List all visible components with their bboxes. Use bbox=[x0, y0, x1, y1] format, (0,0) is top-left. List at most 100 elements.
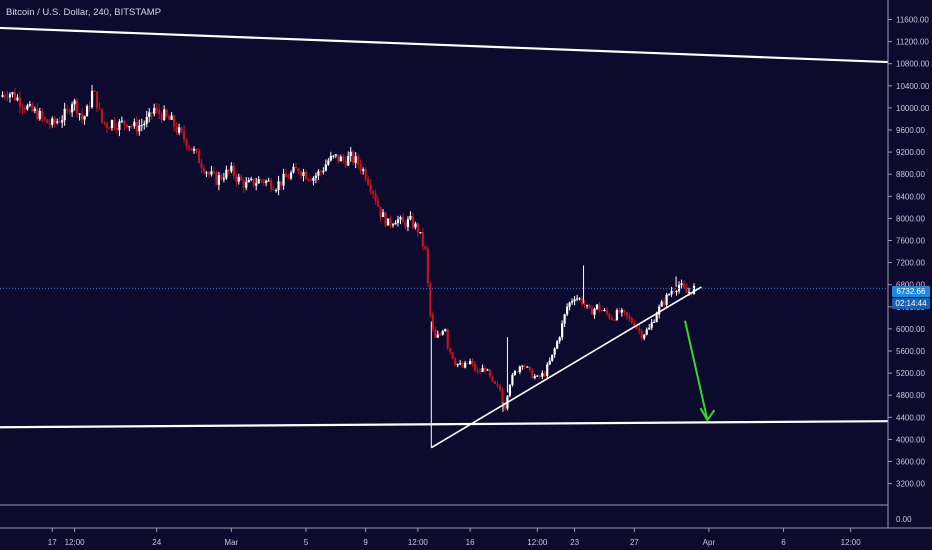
price-tick-label: 7200.00 bbox=[896, 259, 925, 268]
candle-body bbox=[279, 181, 283, 186]
volume-axis-tick: 0.00 bbox=[896, 515, 912, 524]
candle-body bbox=[595, 304, 599, 309]
candle-body bbox=[195, 149, 198, 151]
candle-body bbox=[538, 375, 541, 377]
candle-body bbox=[640, 330, 643, 339]
candle-body bbox=[531, 369, 534, 379]
candle-body bbox=[105, 123, 109, 128]
candle-body bbox=[275, 190, 278, 192]
candle-body bbox=[414, 223, 417, 228]
price-tick-label: 4000.00 bbox=[896, 435, 925, 444]
time-tick-label: 12:00 bbox=[527, 538, 548, 547]
candle-body bbox=[36, 108, 39, 120]
candle-body bbox=[583, 304, 586, 306]
candle-body bbox=[668, 294, 671, 296]
candle-body bbox=[650, 322, 653, 328]
candle-body bbox=[180, 127, 183, 132]
candle-body bbox=[563, 314, 566, 324]
candle-body bbox=[464, 362, 467, 368]
time-tick-label: 23 bbox=[570, 538, 579, 547]
candle-body bbox=[610, 318, 613, 320]
candle-body bbox=[344, 160, 347, 166]
chart-title: Bitcoin / U.S. Dollar, 240, BITSTAMP bbox=[6, 7, 162, 18]
candle-body bbox=[446, 329, 449, 349]
candle-body bbox=[3, 95, 7, 97]
time-tick-label: 17 bbox=[48, 538, 57, 547]
candle-body bbox=[150, 112, 153, 114]
candle-body bbox=[255, 183, 258, 186]
candle-body bbox=[663, 301, 666, 305]
candle-body bbox=[98, 108, 101, 110]
candle-body bbox=[272, 189, 275, 191]
candle-body bbox=[304, 171, 308, 180]
candle-body bbox=[406, 219, 410, 228]
candle-body bbox=[439, 334, 442, 336]
candle-body bbox=[202, 167, 206, 173]
candle-body bbox=[143, 123, 146, 126]
candle-body bbox=[292, 166, 295, 173]
candle-body bbox=[85, 106, 89, 117]
candle-body bbox=[110, 120, 114, 129]
candle-body bbox=[173, 115, 176, 127]
candle-body bbox=[593, 308, 596, 315]
rising-trendline bbox=[430, 286, 702, 449]
candle-body bbox=[80, 113, 84, 120]
time-tick-label: 9 bbox=[363, 538, 368, 547]
price-tick-label: 8800.00 bbox=[896, 170, 925, 179]
candle-body bbox=[429, 283, 432, 315]
candle-body bbox=[488, 369, 492, 377]
price-tick-label: 11600.00 bbox=[896, 16, 929, 25]
candle-body bbox=[63, 108, 66, 121]
candle-body bbox=[314, 175, 317, 179]
price-axis[interactable]: 11600.00 11200.00 10800.00 10400.00 10000.00… bbox=[888, 16, 930, 489]
price-tick-label: 11200.00 bbox=[896, 38, 929, 47]
candle-body bbox=[230, 165, 233, 172]
candle-body bbox=[260, 179, 263, 181]
candle-body bbox=[329, 155, 332, 161]
candle-body bbox=[289, 172, 293, 179]
candle-body bbox=[469, 361, 472, 365]
candle-body bbox=[486, 369, 489, 371]
price-tick-label: 9200.00 bbox=[896, 148, 925, 157]
candle-body bbox=[28, 103, 31, 106]
candle-body bbox=[11, 92, 14, 95]
candle-body bbox=[568, 302, 571, 307]
candle-body bbox=[630, 318, 633, 323]
candle-body bbox=[367, 179, 370, 185]
candle-body bbox=[294, 166, 298, 169]
candle-body bbox=[222, 178, 225, 180]
candle-body bbox=[235, 176, 238, 182]
candle-body bbox=[267, 180, 270, 182]
candle-body bbox=[685, 287, 688, 293]
candle-body bbox=[623, 309, 626, 313]
candle-body bbox=[501, 389, 504, 404]
candle-body bbox=[518, 366, 521, 373]
candle-body bbox=[200, 162, 203, 168]
candle-body bbox=[648, 327, 651, 330]
candle-body bbox=[491, 376, 494, 382]
candle-body bbox=[83, 116, 86, 120]
candle-body bbox=[113, 120, 116, 128]
candle-body bbox=[252, 178, 255, 186]
candle-body bbox=[18, 97, 21, 107]
candle-body bbox=[526, 366, 529, 368]
candle-body bbox=[118, 121, 121, 131]
candle-body bbox=[638, 328, 641, 331]
candle-body bbox=[66, 108, 69, 111]
candle-body bbox=[461, 363, 464, 368]
time-axis[interactable]: 17 12:00 24 Mar 5 9 12:00 16 12:00 23 27 Apr 6 12:00 bbox=[48, 528, 861, 547]
time-tick-label: Mar bbox=[224, 538, 238, 547]
candle-body bbox=[473, 363, 477, 371]
candle-body bbox=[342, 156, 345, 161]
candle-body bbox=[558, 337, 561, 342]
price-tick-label: 7600.00 bbox=[896, 237, 925, 246]
candle-body bbox=[158, 109, 161, 115]
candle-body bbox=[23, 107, 26, 110]
candle-body bbox=[513, 371, 516, 375]
candle-body bbox=[88, 106, 91, 108]
candle-body bbox=[633, 322, 636, 327]
candle-body bbox=[660, 301, 663, 307]
candle-body bbox=[466, 362, 469, 365]
candle-body bbox=[227, 169, 230, 172]
